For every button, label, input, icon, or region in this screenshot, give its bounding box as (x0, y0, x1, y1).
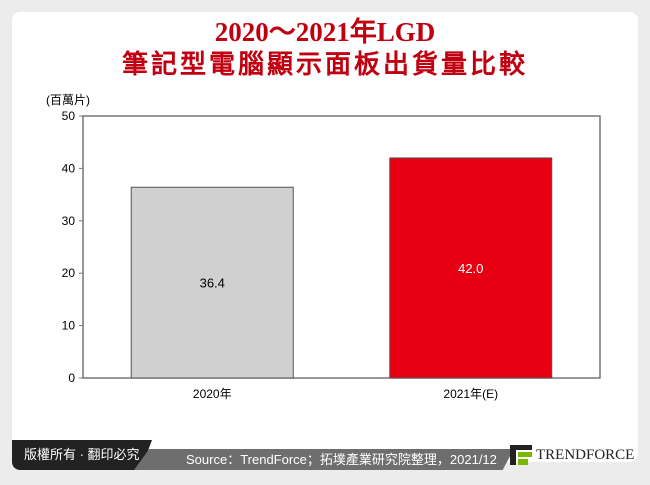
chart-title-line1: 2020～2021年LGD (214, 17, 436, 47)
trendforce-logo-icon (510, 445, 532, 465)
y-tick-label: 40 (62, 161, 76, 175)
x-tick-label-1: 2020年 (193, 387, 232, 401)
y-tick-label: 10 (62, 319, 76, 333)
data-label-1: 36.4 (200, 276, 225, 291)
trendforce-logo: TrendForce (510, 440, 638, 470)
chart-title-line2: 筆記型電腦顯示面板出貨量比較 (121, 50, 528, 79)
trendforce-logo-text: TrendForce (536, 446, 635, 463)
y-tick-label: 20 (62, 266, 76, 280)
bar-1 (130, 186, 294, 379)
y-tick-label: 0 (68, 371, 75, 385)
plot-area (82, 115, 601, 379)
bar-2 (389, 157, 553, 379)
data-label-2: 42.0 (458, 261, 483, 276)
copyright-notice: 版權所有 · 翻印必究 (12, 440, 152, 470)
y-tick-label: 50 (62, 109, 76, 123)
y-tick-label: 30 (62, 214, 76, 228)
x-tick-label-2: 2021年(E) (443, 387, 498, 401)
y-axis-label: (百萬片) (46, 93, 90, 107)
source-note: Source：TrendForce；拓墣產業研究院整理，2021/12 (134, 449, 514, 470)
